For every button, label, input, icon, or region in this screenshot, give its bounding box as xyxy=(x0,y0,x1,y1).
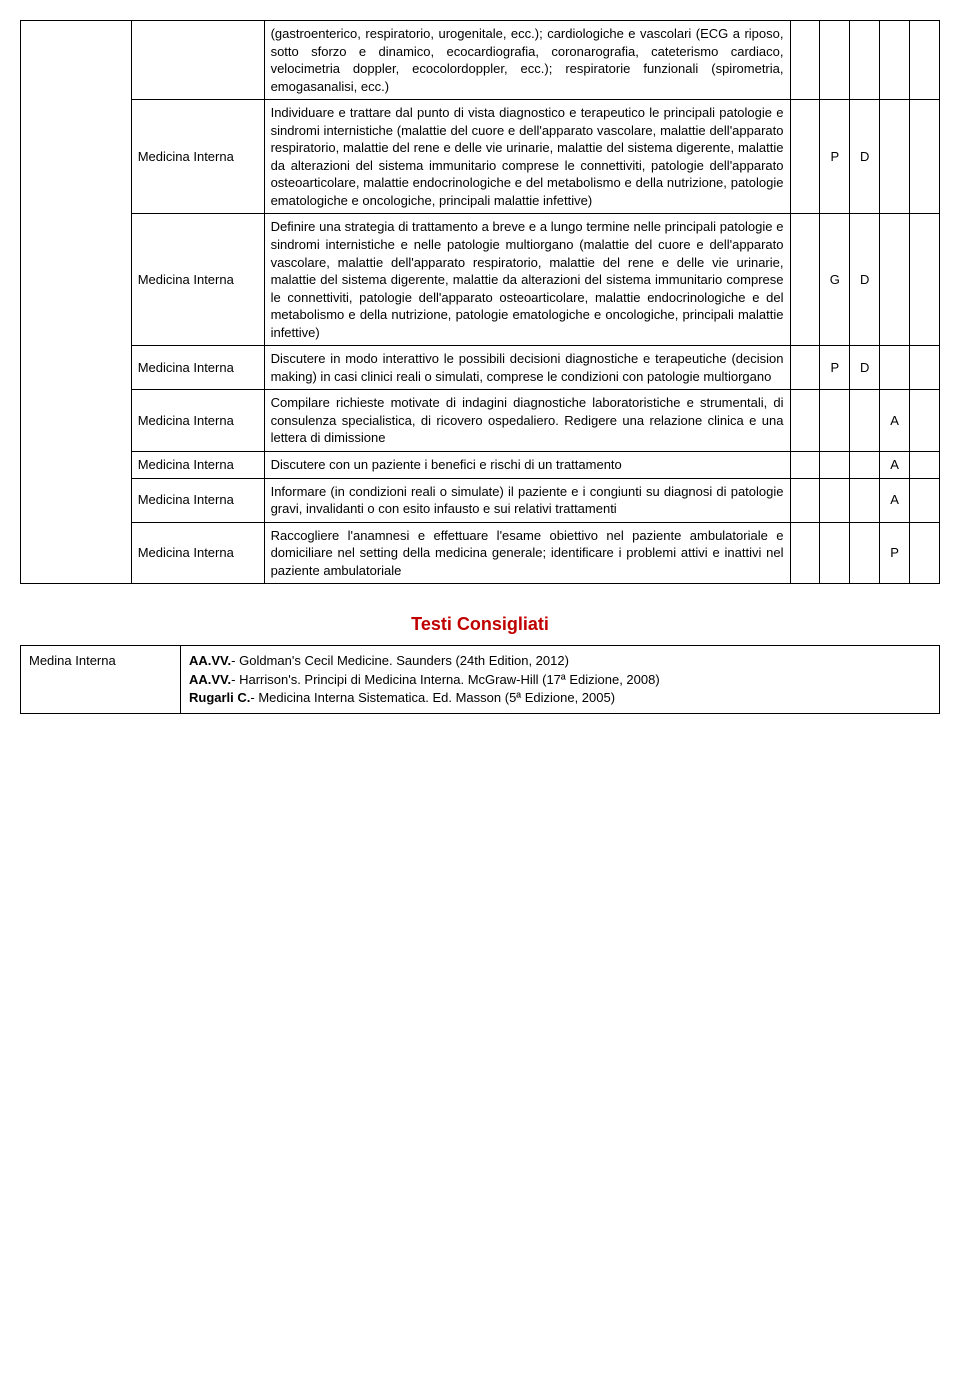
subject-cell: Medicina Interna xyxy=(131,522,264,584)
references-label: Medina Interna xyxy=(21,646,181,714)
description-cell: Definire una strategia di trattamento a … xyxy=(264,214,790,346)
code-cell xyxy=(790,390,820,452)
reference-line: AA.VV.- Harrison's. Principi di Medicina… xyxy=(189,671,931,689)
code-cell: P xyxy=(880,522,910,584)
code-cell xyxy=(790,21,820,100)
code-cell xyxy=(820,522,850,584)
reference-line: AA.VV.- Goldman's Cecil Medicine. Saunde… xyxy=(189,652,931,670)
section-heading-text: Testi Consigliati xyxy=(411,614,549,634)
code-cell: P xyxy=(820,346,850,390)
code-cell: A xyxy=(880,390,910,452)
references-row: Medina Interna AA.VV.- Goldman's Cecil M… xyxy=(21,646,940,714)
table-row: Medicina InternaRaccogliere l'anamnesi e… xyxy=(21,522,940,584)
code-cell: D xyxy=(850,346,880,390)
code-cell xyxy=(850,21,880,100)
code-cell: A xyxy=(880,478,910,522)
subject-cell: Medicina Interna xyxy=(131,478,264,522)
code-cell xyxy=(910,478,940,522)
code-cell xyxy=(790,346,820,390)
code-cell xyxy=(910,452,940,479)
code-cell xyxy=(880,346,910,390)
subject-cell: Medicina Interna xyxy=(131,390,264,452)
table-row: Medicina InternaDiscutere in modo intera… xyxy=(21,346,940,390)
code-cell xyxy=(850,390,880,452)
reference-line: Rugarli C.- Medicina Interna Sistematica… xyxy=(189,689,931,707)
subject-cell: Medicina Interna xyxy=(131,346,264,390)
description-cell: Informare (in condizioni reali o simulat… xyxy=(264,478,790,522)
description-cell: Discutere in modo interattivo le possibi… xyxy=(264,346,790,390)
code-cell xyxy=(790,478,820,522)
code-cell xyxy=(910,390,940,452)
code-cell xyxy=(880,214,910,346)
code-cell xyxy=(790,214,820,346)
subject-cell xyxy=(131,21,264,100)
description-cell: Individuare e trattare dal punto di vist… xyxy=(264,100,790,214)
section-heading-testi: Testi Consigliati xyxy=(20,614,940,635)
table-row: Medicina InternaIndividuare e trattare d… xyxy=(21,100,940,214)
table-row: Medicina InternaDiscutere con un pazient… xyxy=(21,452,940,479)
subject-cell: Medicina Interna xyxy=(131,214,264,346)
code-cell xyxy=(850,452,880,479)
code-cell xyxy=(820,452,850,479)
code-cell xyxy=(910,100,940,214)
code-cell xyxy=(790,452,820,479)
code-cell xyxy=(910,21,940,100)
reference-author: AA.VV. xyxy=(189,672,231,687)
table-row: (gastroenterico, respiratorio, urogenita… xyxy=(21,21,940,100)
code-cell xyxy=(790,100,820,214)
code-cell: A xyxy=(880,452,910,479)
code-cell: G xyxy=(820,214,850,346)
code-cell xyxy=(880,21,910,100)
code-cell xyxy=(910,214,940,346)
objectives-table: (gastroenterico, respiratorio, urogenita… xyxy=(20,20,940,584)
code-cell xyxy=(880,100,910,214)
table-row: Medicina InternaCompilare richieste moti… xyxy=(21,390,940,452)
references-table: Medina Interna AA.VV.- Goldman's Cecil M… xyxy=(20,645,940,714)
reference-title: - Medicina Interna Sistematica. Ed. Mass… xyxy=(250,690,615,705)
code-cell xyxy=(850,522,880,584)
category-cell xyxy=(21,21,132,584)
code-cell xyxy=(850,478,880,522)
code-cell: D xyxy=(850,214,880,346)
code-cell xyxy=(910,346,940,390)
code-cell xyxy=(820,390,850,452)
reference-author: AA.VV. xyxy=(189,653,231,668)
code-cell xyxy=(820,478,850,522)
code-cell xyxy=(820,21,850,100)
description-cell: Raccogliere l'anamnesi e effettuare l'es… xyxy=(264,522,790,584)
reference-title: - Goldman's Cecil Medicine. Saunders (24… xyxy=(231,653,569,668)
description-cell: Discutere con un paziente i benefici e r… xyxy=(264,452,790,479)
description-cell: Compilare richieste motivate di indagini… xyxy=(264,390,790,452)
code-cell: P xyxy=(820,100,850,214)
references-content: AA.VV.- Goldman's Cecil Medicine. Saunde… xyxy=(181,646,940,714)
reference-title: - Harrison's. Principi di Medicina Inter… xyxy=(231,672,660,687)
description-cell: (gastroenterico, respiratorio, urogenita… xyxy=(264,21,790,100)
reference-author: Rugarli C. xyxy=(189,690,250,705)
table-row: Medicina InternaDefinire una strategia d… xyxy=(21,214,940,346)
subject-cell: Medicina Interna xyxy=(131,452,264,479)
table-row: Medicina InternaInformare (in condizioni… xyxy=(21,478,940,522)
code-cell xyxy=(790,522,820,584)
code-cell xyxy=(910,522,940,584)
subject-cell: Medicina Interna xyxy=(131,100,264,214)
code-cell: D xyxy=(850,100,880,214)
